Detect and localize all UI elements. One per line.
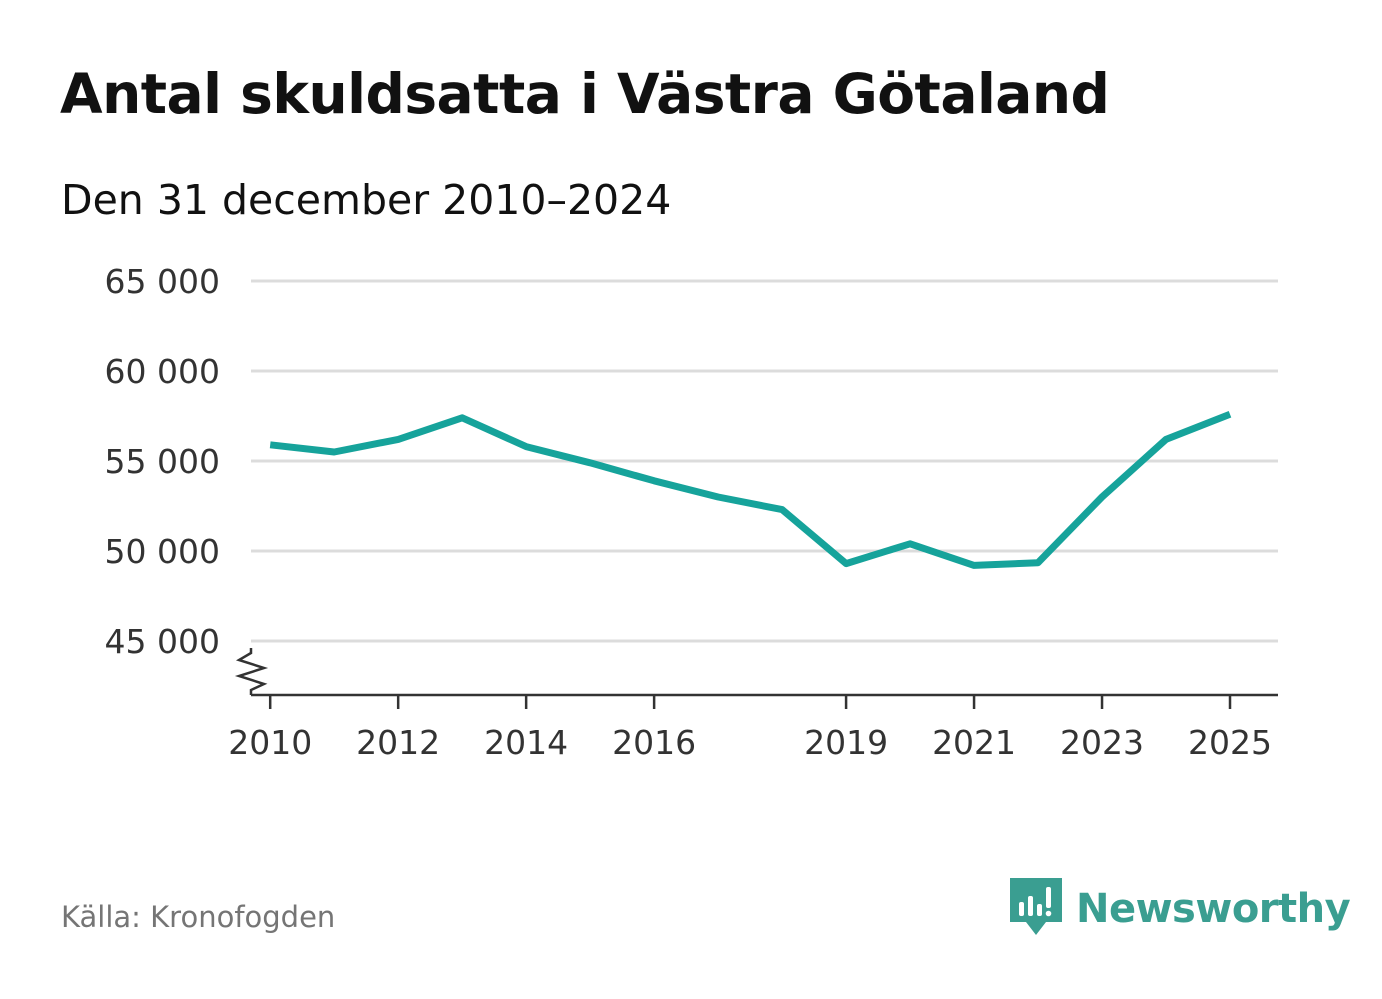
x-tick-label: 2016	[612, 723, 696, 762]
x-tick-label: 2012	[356, 723, 440, 762]
gridlines	[251, 279, 1278, 643]
series-line	[269, 410, 1232, 569]
x-axis	[234, 648, 1278, 697]
x-tick-label: 2010	[228, 723, 312, 762]
x-tick-label: 2019	[804, 723, 888, 762]
y-tick-label: 65 000	[105, 262, 220, 301]
newsworthy-logo-icon	[1010, 878, 1062, 935]
x-axis-ticks: 2010 2012 2014 2016 2019 2021 2023 2025	[228, 695, 1272, 762]
brand-name: Newsworthy	[1076, 886, 1351, 932]
y-axis: 45 000 50 000 55 000 60 000 65 000	[105, 262, 220, 661]
x-tick-label: 2021	[932, 723, 1016, 762]
data-series	[269, 410, 1232, 569]
chart-subtitle: Den 31 december 2010–2024	[61, 176, 672, 224]
x-tick-label: 2025	[1188, 723, 1272, 762]
brand-logo: Newsworthy	[1010, 878, 1351, 940]
x-tick-label: 2023	[1060, 723, 1144, 762]
y-tick-label: 45 000	[105, 622, 220, 661]
source-note: Källa: Kronofogden	[61, 900, 336, 934]
y-tick-label: 60 000	[105, 352, 220, 391]
axis-break-marker	[234, 648, 269, 695]
y-tick-label: 55 000	[105, 442, 220, 481]
chart-title: Antal skuldsatta i Västra Götaland	[60, 62, 1110, 126]
x-tick-label: 2014	[484, 723, 568, 762]
y-tick-label: 50 000	[105, 532, 220, 571]
